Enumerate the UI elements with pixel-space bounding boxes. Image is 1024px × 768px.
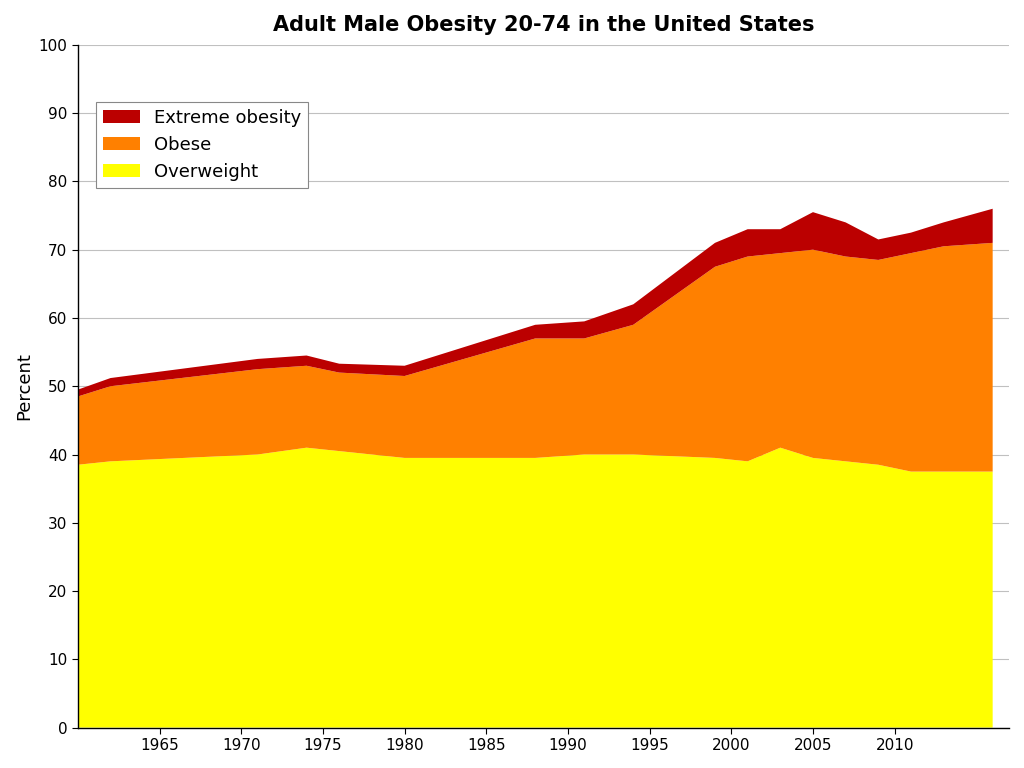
Legend: Extreme obesity, Obese, Overweight: Extreme obesity, Obese, Overweight <box>96 101 308 188</box>
Title: Adult Male Obesity 20-74 in the United States: Adult Male Obesity 20-74 in the United S… <box>272 15 814 35</box>
Y-axis label: Percent: Percent <box>15 353 33 420</box>
